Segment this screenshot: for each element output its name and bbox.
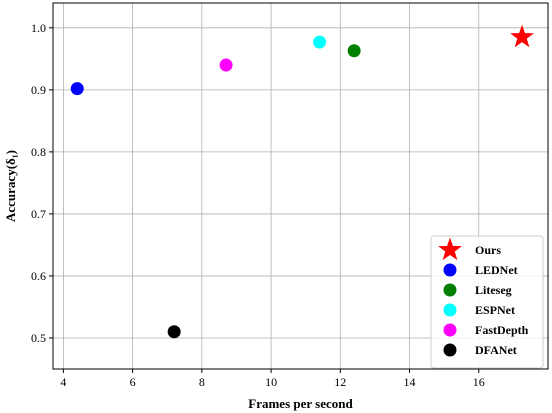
- legend-label: Ours: [475, 243, 501, 257]
- legend-star-icon: [438, 237, 462, 261]
- legend-circle-icon: [443, 263, 457, 277]
- legend: Ours LEDNet Liteseg ESPNet FastDepth DFANet: [430, 235, 544, 369]
- x-tick-label: 8: [199, 375, 205, 389]
- y-tick-label: 0.7: [31, 207, 46, 221]
- legend-circle-icon: [443, 303, 457, 317]
- legend-circle-icon: [443, 283, 457, 297]
- legend-label: LEDNet: [475, 263, 518, 277]
- y-tick-label: 0.9: [31, 83, 46, 97]
- legend-circle-icon: [443, 323, 457, 337]
- y-axis-label: Accuracy(δ₁): [3, 150, 18, 222]
- x-tick-label: 4: [60, 375, 66, 389]
- plot-frame: [52, 2, 549, 370]
- y-tick-label: 0.8: [31, 145, 46, 159]
- legend-box: [430, 235, 544, 369]
- legend-label: Liteseg: [475, 283, 512, 297]
- circle-marker-espnet: [313, 35, 327, 49]
- legend-label: ESPNet: [475, 303, 515, 317]
- y-tick-label: 1.0: [31, 21, 46, 35]
- x-axis-label: Frames per second: [248, 396, 353, 411]
- x-tick-label: 10: [265, 375, 277, 389]
- data-points: [70, 24, 534, 339]
- grid: [53, 3, 548, 369]
- x-tick-label: 6: [130, 375, 136, 389]
- y-tick-label: 0.6: [31, 269, 46, 283]
- circle-marker-liteseg: [347, 44, 361, 58]
- axis-ticks: 4 6 8 10 12 14 16 0.5 0.6 0.7 0.8 0.9 1.0: [31, 21, 485, 389]
- circle-marker-dfanet: [167, 325, 181, 339]
- circle-marker-lednet: [70, 82, 84, 96]
- x-tick-label: 16: [473, 375, 485, 389]
- legend-label: DFANet: [475, 343, 517, 357]
- legend-label: FastDepth: [475, 323, 529, 337]
- x-tick-label: 14: [404, 375, 416, 389]
- circle-marker-fastdepth: [219, 58, 233, 72]
- x-tick-label: 12: [334, 375, 346, 389]
- star-marker-ours: [510, 24, 534, 48]
- y-tick-label: 0.5: [31, 331, 46, 345]
- legend-circle-icon: [443, 343, 457, 357]
